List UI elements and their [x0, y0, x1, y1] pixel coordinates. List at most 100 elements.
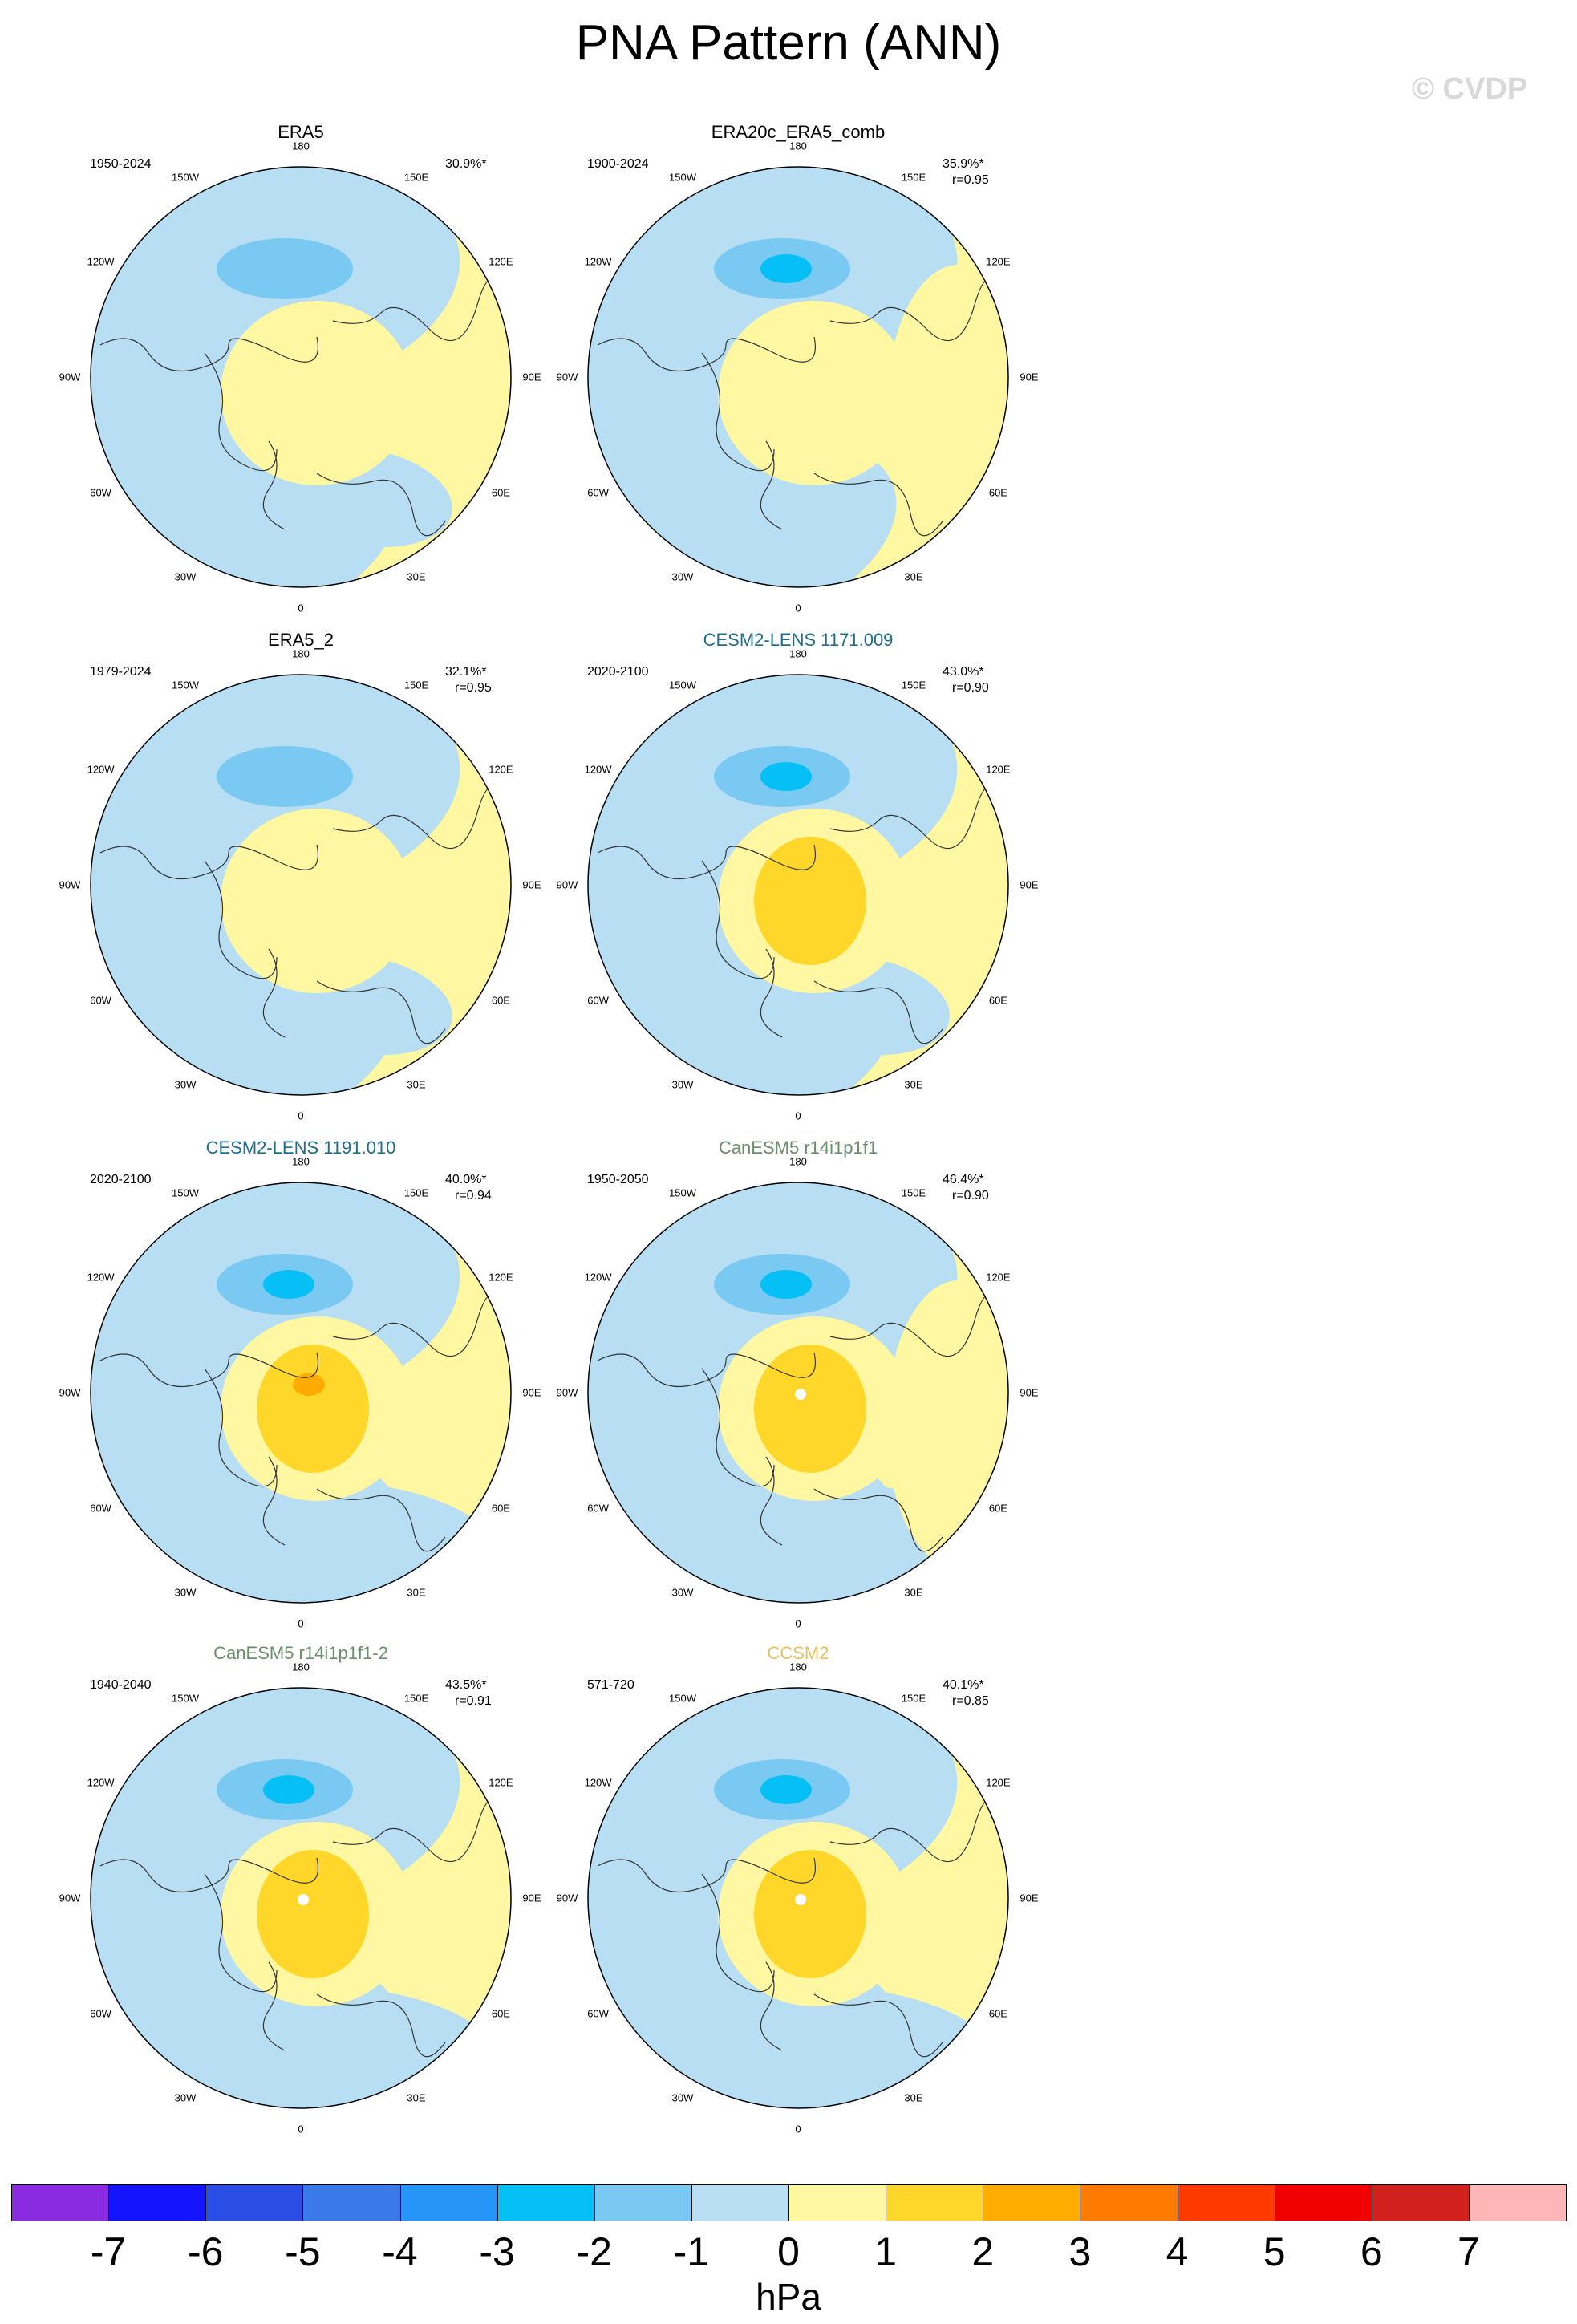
- negative-region-europe: [630, 1986, 999, 2108]
- colorbar-tick-label: 2: [971, 2229, 995, 2274]
- period-label: 571-720: [587, 1678, 634, 1692]
- period-label: 1940-2040: [90, 1678, 152, 1692]
- longitude-label: 120W: [87, 1776, 115, 1789]
- polar-map: [90, 674, 512, 1096]
- longitude-label: 120E: [986, 1271, 1011, 1284]
- positive-core-arctic: [257, 1345, 369, 1473]
- longitude-label: 120W: [584, 1271, 612, 1284]
- longitude-label: 60W: [90, 1502, 111, 1515]
- panel-title: ERA5: [278, 122, 324, 142]
- period-label: 2020-2100: [587, 665, 649, 679]
- longitude-label: 90W: [556, 878, 578, 891]
- period-label: 1979-2024: [90, 665, 152, 679]
- polar-map: [587, 1687, 1009, 2109]
- variance-percent: 35.9%*: [943, 157, 984, 171]
- longitude-label: 0: [298, 1109, 304, 1122]
- longitude-label: 90W: [59, 878, 81, 891]
- map-border: [90, 674, 512, 1096]
- longitude-label: 60E: [988, 1502, 1007, 1515]
- map-border: [90, 166, 512, 588]
- longitude-label: 150E: [901, 679, 926, 692]
- polar-map: [90, 166, 512, 588]
- positive-region-polar: [718, 301, 910, 485]
- longitude-label: 30E: [407, 1586, 426, 1599]
- colorbar-swatch: [205, 2184, 304, 2221]
- longitude-label: 150E: [901, 1186, 926, 1199]
- map-panel: CanESM5 r14i1p1f1 1950-2050 46.4%* r=0.90 18…: [557, 1138, 1179, 1635]
- colorbar-tick-label: -2: [576, 2229, 612, 2274]
- colorbar-tick-label: 6: [1360, 2229, 1383, 2274]
- colorbar-tick-label: -1: [673, 2229, 710, 2274]
- longitude-label: 180: [292, 1155, 310, 1168]
- colorbar-swatch: [788, 2184, 887, 2221]
- positive-region-polar: [221, 809, 413, 993]
- panel-title: CanESM5 r14i1p1f1: [718, 1138, 878, 1158]
- longitude-label: 180: [789, 1661, 807, 1673]
- longitude-label: 150W: [669, 171, 696, 184]
- longitude-label: 180: [292, 647, 310, 660]
- longitude-label: 60E: [491, 1502, 510, 1515]
- longitude-label: 180: [292, 140, 310, 152]
- longitude-label: 120E: [986, 1776, 1011, 1789]
- map-panel: ERA5_2 1979-2024 32.1%* r=0.95 180 150E 120E 90…: [59, 630, 682, 1127]
- map-panel: ERA5 1950-2024 30.9%* 180 150E 120E 90E 60E 30E 0…: [59, 122, 682, 619]
- map-border: [587, 1182, 1009, 1604]
- longitude-label: 90E: [522, 1892, 541, 1904]
- longitude-label: 150E: [403, 679, 429, 692]
- colorbar-tick-label: 4: [1166, 2229, 1189, 2274]
- anomaly-field: [588, 675, 1008, 1095]
- longitude-label: 0: [795, 602, 801, 614]
- longitude-label: 60E: [491, 2007, 510, 2020]
- watermark-logo: © CVDP: [1412, 72, 1528, 106]
- longitude-label: 60W: [587, 994, 609, 1007]
- longitude-label: 30W: [671, 1586, 694, 1599]
- map-border: [587, 1687, 1009, 2109]
- longitude-label: 150E: [403, 1692, 429, 1705]
- polar-map: [90, 1687, 512, 2109]
- longitude-label: 120W: [584, 763, 612, 776]
- longitude-label: 150W: [669, 679, 696, 692]
- longitude-label: 60W: [587, 2007, 609, 2020]
- colorbar-swatch: [302, 2184, 401, 2221]
- positive-region-eurasia: [886, 265, 1008, 554]
- anomaly-field: [588, 167, 1008, 587]
- longitude-label: 120E: [489, 1271, 513, 1284]
- longitude-label: 90E: [1020, 878, 1039, 891]
- longitude-label: 120E: [986, 255, 1011, 268]
- pattern-correlation: r=0.85: [952, 1694, 989, 1708]
- longitude-label: 120E: [489, 255, 513, 268]
- longitude-label: 30W: [174, 1078, 197, 1091]
- longitude-label: 30E: [904, 570, 923, 583]
- coastline: [597, 278, 1007, 537]
- colorbar-swatch: [983, 2184, 1081, 2221]
- coastline: [99, 1799, 510, 2058]
- longitude-label: 150W: [669, 1692, 696, 1705]
- colorbar-tick-label: -3: [479, 2229, 515, 2274]
- longitude-label: 0: [795, 1617, 801, 1630]
- pattern-correlation: r=0.95: [952, 173, 989, 187]
- variance-percent: 46.4%*: [943, 1173, 984, 1186]
- longitude-label: 0: [795, 2123, 801, 2135]
- longitude-label: 30W: [174, 1586, 197, 1599]
- longitude-label: 150W: [669, 1186, 696, 1199]
- map-panel: CESM2-LENS 1191.010 2020-2100 40.0%* r=0.94…: [59, 1138, 682, 1635]
- panel-title: CESM2-LENS 1171.009: [703, 630, 894, 650]
- pole-marker: [795, 1389, 806, 1400]
- anomaly-field: [588, 1688, 1008, 2108]
- longitude-label: 0: [298, 1617, 304, 1630]
- longitude-label: 60W: [90, 486, 111, 499]
- negative-peak-pacific: [760, 762, 812, 791]
- positive-core-arctic: [754, 837, 866, 965]
- longitude-label: 120E: [489, 1776, 513, 1789]
- colorbar-tick-label: 5: [1263, 2229, 1286, 2274]
- longitude-label: 30E: [407, 570, 426, 583]
- negative-region-europe: [132, 1986, 501, 2108]
- longitude-label: 120W: [584, 1776, 612, 1789]
- pattern-correlation: r=0.95: [455, 681, 492, 695]
- longitude-label: 30W: [174, 2091, 197, 2104]
- period-label: 1950-2050: [587, 1173, 649, 1186]
- longitude-label: 90E: [1020, 371, 1039, 383]
- longitude-label: 30E: [407, 1078, 426, 1091]
- colorbar: [11, 2184, 1567, 2223]
- longitude-label: 180: [789, 1155, 807, 1168]
